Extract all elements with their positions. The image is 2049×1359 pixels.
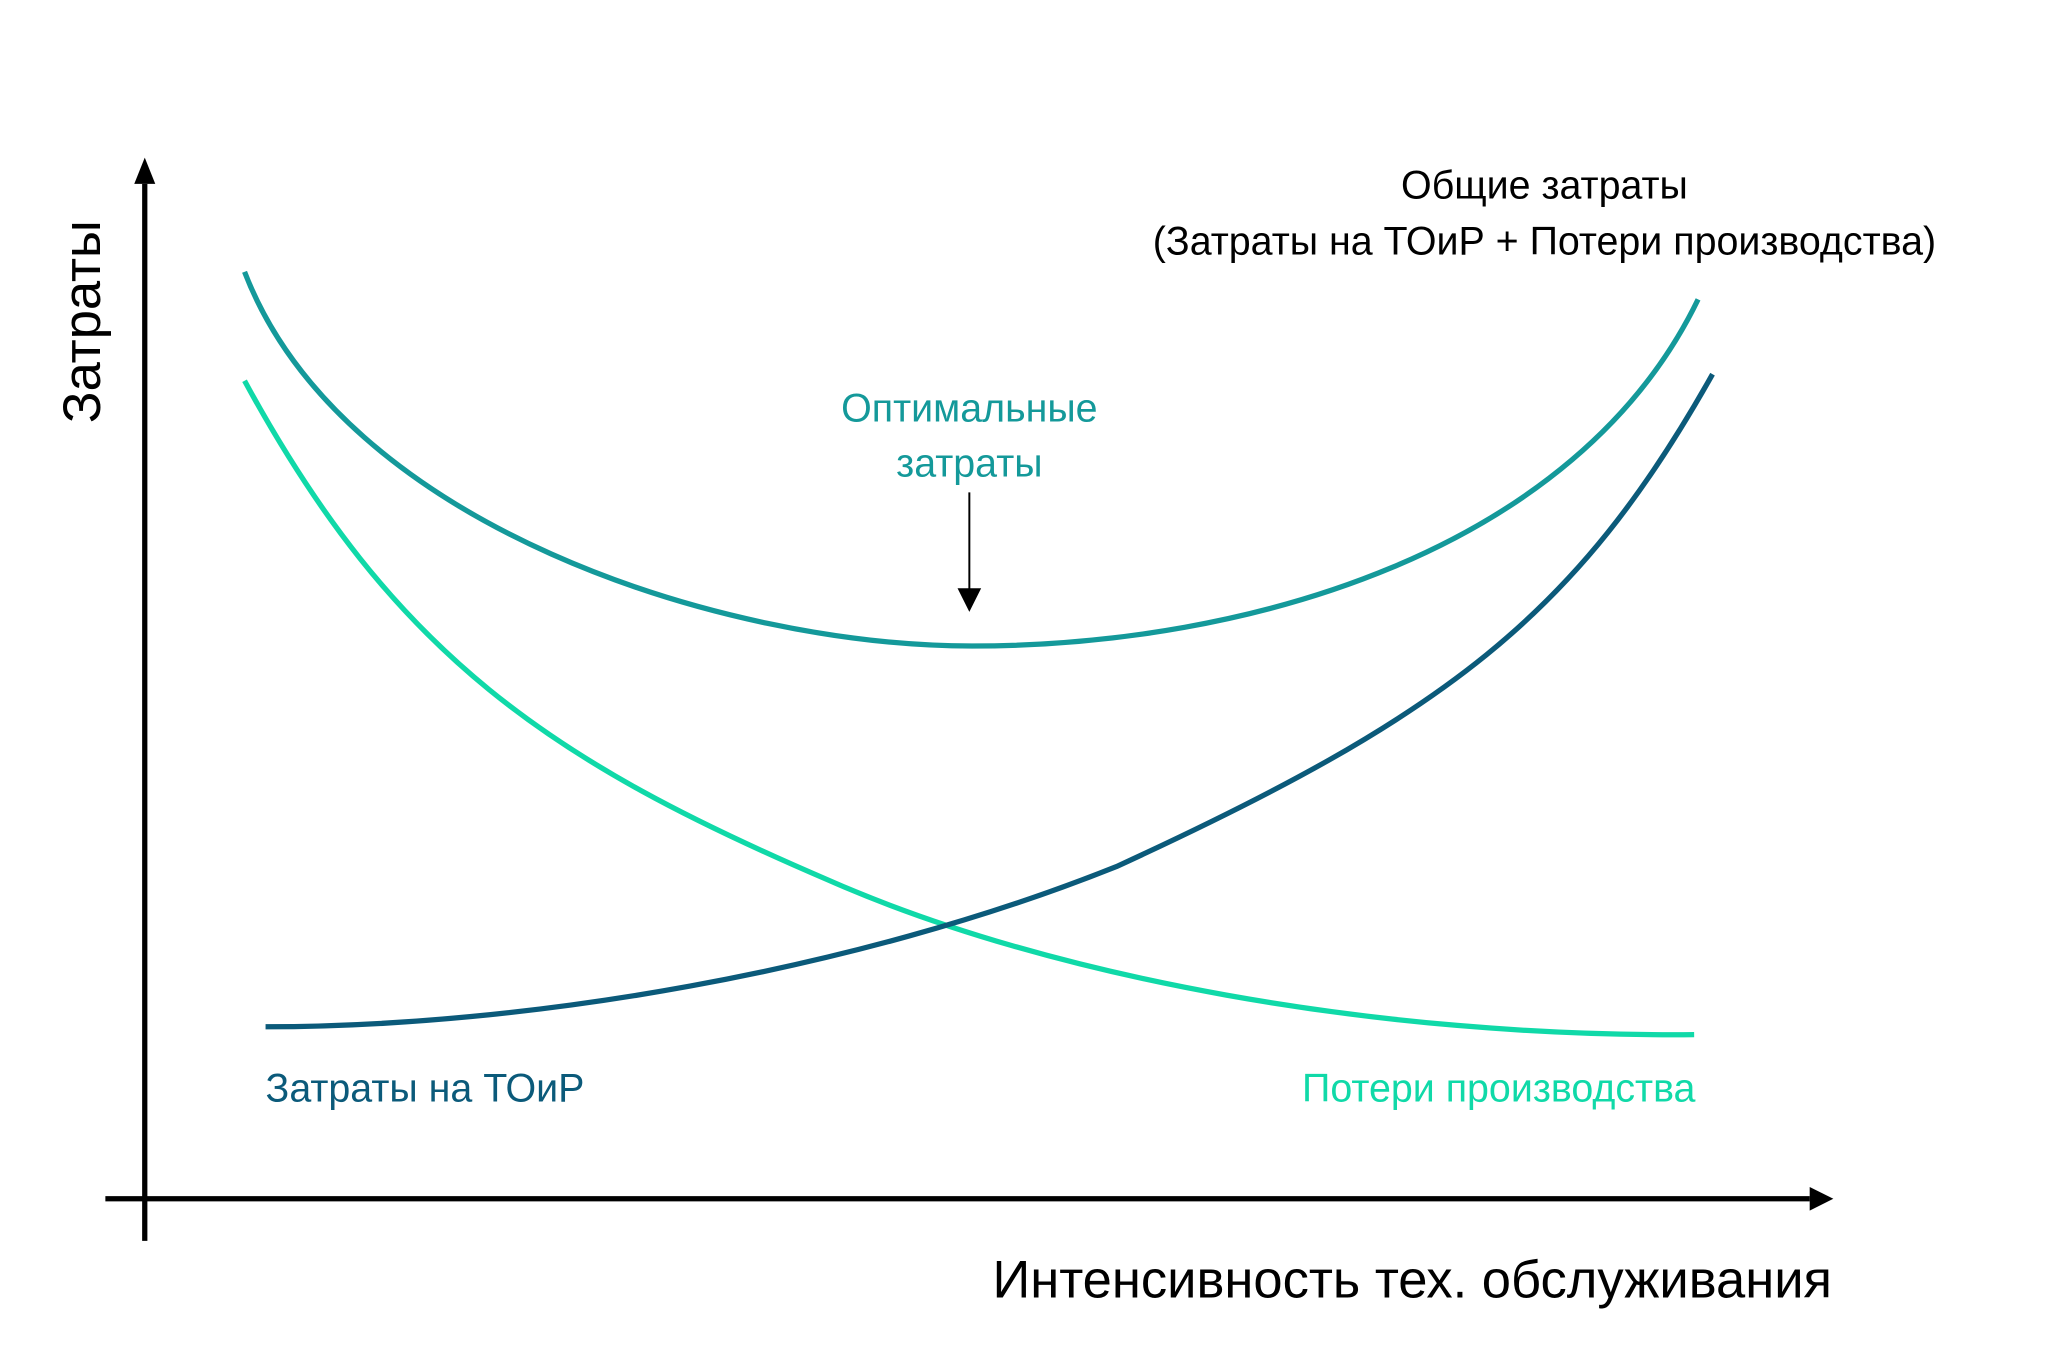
total-cost-label-line1: Общие затраты bbox=[1401, 163, 1688, 207]
optimal-label-line1: Оптимальные bbox=[841, 386, 1097, 430]
maintenance-cost-label: Затраты на ТОиР bbox=[266, 1067, 585, 1111]
y-axis-label: Затраты bbox=[53, 220, 112, 423]
production-loss-label: Потери производства bbox=[1302, 1067, 1696, 1111]
total-cost-label-line2: (Затраты на ТОиР + Потери производства) bbox=[1153, 220, 1936, 264]
x-axis-arrow-icon bbox=[1809, 1186, 1834, 1211]
optimal-arrow-head-icon bbox=[957, 588, 982, 612]
y-axis-arrow-icon bbox=[134, 157, 156, 184]
maintenance-cost-curve bbox=[265, 372, 1715, 1030]
x-axis-label: Интенсивность тех. обслуживания bbox=[992, 1250, 1832, 1309]
production-loss-curve bbox=[242, 379, 1695, 1038]
total-cost-curve bbox=[242, 270, 1701, 649]
optimal-label-line2: затраты bbox=[896, 442, 1042, 486]
